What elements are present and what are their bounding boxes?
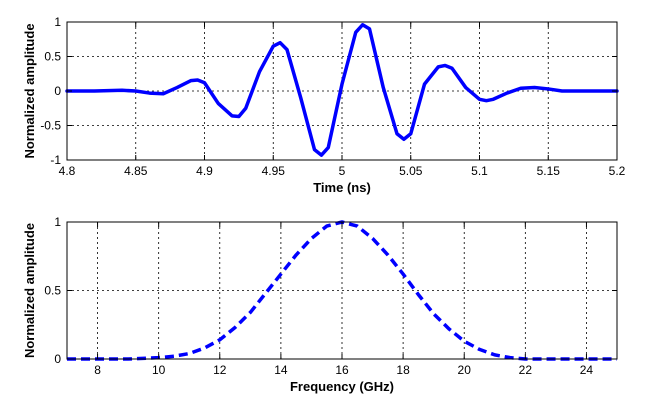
x-tick-label: 4.95 — [262, 164, 286, 178]
y-tick-label: 1 — [54, 15, 61, 29]
y-tick-label: 0 — [54, 352, 61, 366]
x-axis-label: Time (ns) — [313, 180, 371, 195]
x-tick-label: 10 — [152, 363, 166, 377]
x-tick-label: 24 — [580, 363, 594, 377]
y-tick-label: 0 — [54, 84, 61, 98]
y-tick-label: -1 — [50, 153, 61, 167]
x-tick-label: 5.15 — [537, 164, 561, 178]
y-axis-label: Normalized amplitude — [22, 223, 37, 358]
x-axis-label: Frequency (GHz) — [290, 379, 394, 394]
x-tick-label: 20 — [458, 363, 472, 377]
y-tick-label: 1 — [54, 215, 61, 229]
x-tick-label: 4.9 — [196, 164, 213, 178]
x-tick-label: 4.8 — [59, 164, 76, 178]
x-tick-label: 14 — [274, 363, 288, 377]
x-tick-label: 5.2 — [609, 164, 626, 178]
x-tick-label: 5.1 — [471, 164, 488, 178]
x-tick-label: 12 — [213, 363, 227, 377]
data-series-line — [65, 23, 619, 157]
x-tick-label: 16 — [335, 363, 349, 377]
x-tick-label: 8 — [94, 363, 101, 377]
y-tick-label: 0.5 — [44, 50, 61, 64]
time-domain-plot: 4.8 4.85 4.9 4.95 5 5.05 5.1 5.15 5.2 -1 -0.5 0 0.5 1… — [22, 15, 626, 195]
x-tick-label: 4.85 — [124, 164, 148, 178]
y-tick-label: -0.5 — [40, 119, 61, 133]
y-tick-label: 0.5 — [44, 284, 61, 298]
x-tick-label: 5 — [339, 164, 346, 178]
x-tick-label: 18 — [396, 363, 410, 377]
y-axis-label: Normalized amplitude — [22, 23, 37, 158]
x-tick-label: 5.05 — [399, 164, 423, 178]
frequency-domain-plot: 8 10 12 14 16 18 20 22 24 0 0.5 1 Frequency (GHz) Nor… — [22, 215, 618, 394]
x-tick-label: 22 — [519, 363, 533, 377]
